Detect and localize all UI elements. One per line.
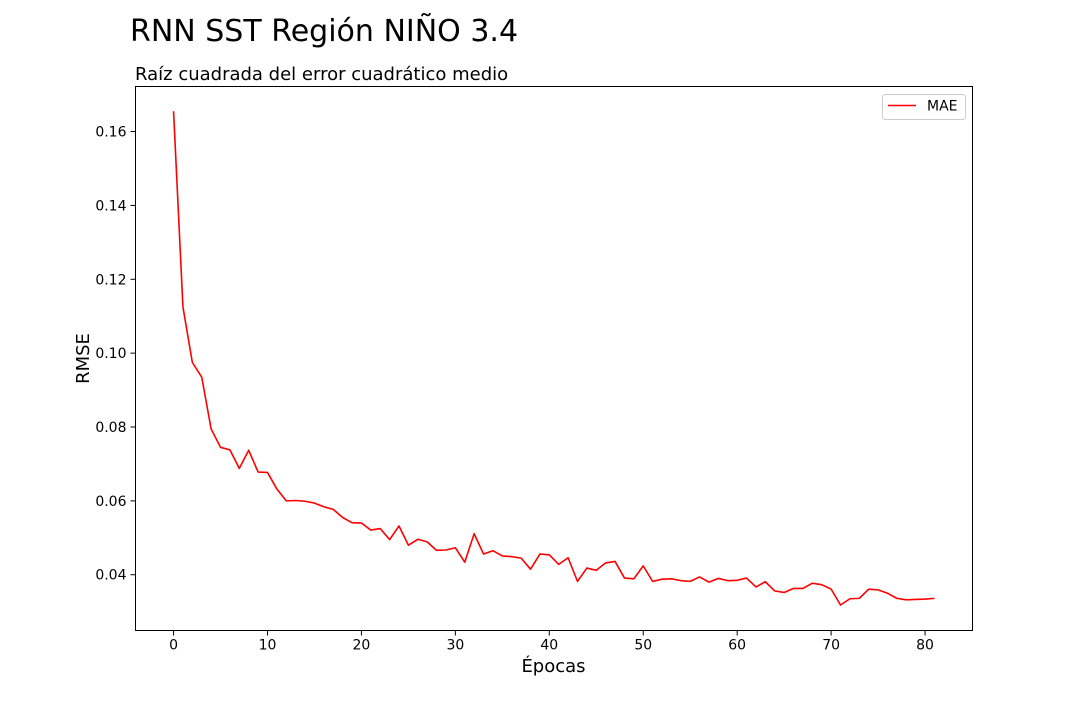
y-tick-label: 0.06 [95, 494, 126, 510]
y-tick-label: 0.12 [95, 272, 126, 288]
series-line-mae [172, 111, 935, 606]
x-tick-label: 60 [728, 638, 746, 654]
y-tick-label: 0.16 [95, 125, 126, 141]
y-tick-label: 0.10 [95, 346, 126, 362]
y-axis-label: RMSE [73, 333, 94, 384]
figure-suptitle: RNN SST Región NIÑO 3.4 [130, 14, 519, 49]
y-tick-label: 0.14 [95, 198, 126, 214]
chart-title: Raíz cuadrada del error cuadrático medio [135, 64, 508, 85]
x-tick-label: 80 [916, 638, 934, 654]
x-tick-label: 50 [634, 638, 652, 654]
y-axis-ticks: 0.04 0.06 0.08 0.10 0.12 0.14 0.16 [95, 125, 136, 584]
x-tick-label: 70 [822, 638, 840, 654]
x-tick-label: 40 [540, 638, 558, 654]
plot-area-frame [135, 86, 973, 631]
x-tick-label: 10 [259, 638, 277, 654]
legend-label: MAE [927, 99, 958, 115]
y-tick-label: 0.04 [95, 568, 126, 584]
x-axis-label: Épocas [521, 655, 585, 677]
legend: MAE [882, 94, 966, 120]
x-tick-label: 0 [169, 638, 178, 654]
series-layer [172, 111, 935, 606]
x-tick-label: 30 [446, 638, 464, 654]
y-tick-label: 0.08 [95, 420, 126, 436]
legend-frame [882, 94, 966, 120]
x-axis-ticks: 0 10 20 30 40 50 60 70 80 [169, 630, 934, 654]
x-tick-label: 20 [353, 638, 371, 654]
